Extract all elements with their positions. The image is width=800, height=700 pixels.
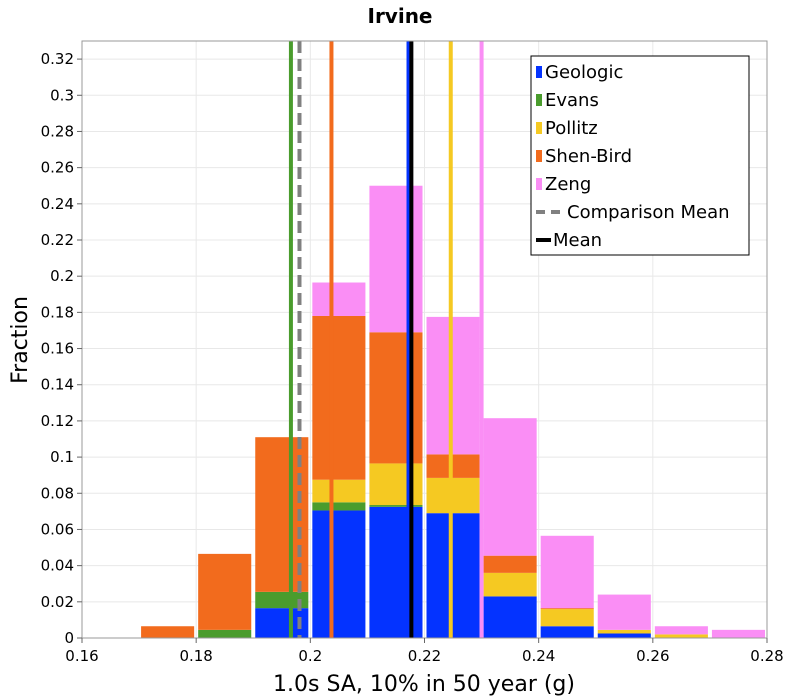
bar-pollitz-bin-5 <box>426 477 480 514</box>
bar-geologic-bin-4 <box>369 506 423 638</box>
legend-swatch-pollitz <box>536 122 542 134</box>
legend-box <box>530 55 750 256</box>
bar-shen-bird-bin-6 <box>483 555 537 573</box>
y-tick-label: 0.08 <box>41 484 74 502</box>
bar-geologic-bin-8 <box>597 633 651 638</box>
bar-pollitz-bin-7 <box>540 609 594 627</box>
legend-swatch-geologic <box>536 66 542 78</box>
y-tick-label: 0.04 <box>41 557 74 575</box>
bar-shen-bird-bin-3 <box>312 315 366 480</box>
legend-swatch-evans <box>536 94 542 106</box>
x-tick-label: 0.22 <box>408 647 441 665</box>
y-tick-label: 0.02 <box>41 593 74 611</box>
x-axis-ticks: 0.16 0.18 0.2 0.22 0.24 0.26 0.28 <box>65 638 784 665</box>
y-tick-label: 0.06 <box>41 520 74 538</box>
legend-label-zeng: Zeng <box>545 174 591 195</box>
bar-pollitz-bin-8 <box>597 629 651 634</box>
bar-zeng-bin-5 <box>426 316 480 455</box>
x-tick-label: 0.26 <box>636 647 669 665</box>
bar-zeng-bin-4 <box>369 185 423 333</box>
bar-evans-bin-3 <box>312 502 366 511</box>
chart-title: Irvine <box>368 4 433 28</box>
bar-geologic-bin-7 <box>540 626 594 638</box>
mean-lines-group <box>288 41 484 638</box>
bar-shen-bird-bin-0 <box>141 626 195 638</box>
bar-pollitz-bin-4 <box>369 463 423 506</box>
bar-zeng-bin-8 <box>597 594 651 630</box>
bar-pollitz-bin-3 <box>312 479 366 503</box>
legend-label-shen-bird: Shen-Bird <box>545 146 632 167</box>
bar-shen-bird-bin-1 <box>198 553 252 630</box>
bar-zeng-bin-6 <box>483 418 537 556</box>
bar-evans-bin-4 <box>369 505 423 507</box>
bar-evans-bin-2 <box>255 591 309 609</box>
legend-label-pollitz: Pollitz <box>545 118 598 139</box>
y-tick-label: 0.16 <box>41 340 74 358</box>
bar-geologic-bin-6 <box>483 596 537 638</box>
y-tick-label: 0.12 <box>41 412 74 430</box>
y-tick-label: 0.32 <box>41 50 74 68</box>
legend-label-mean: Mean <box>553 230 602 251</box>
y-tick-label: 0.24 <box>41 195 74 213</box>
x-tick-label: 0.28 <box>750 647 783 665</box>
bar-pollitz-bin-6 <box>483 572 537 597</box>
y-tick-label: 0.2 <box>50 267 74 285</box>
y-tick-label: 0.26 <box>41 159 74 177</box>
y-tick-label: 0.18 <box>41 303 74 321</box>
bar-shen-bird-bin-4 <box>369 332 423 464</box>
x-tick-label: 0.16 <box>65 647 98 665</box>
bar-zeng-bin-7 <box>540 535 594 609</box>
bar-zeng-bin-3 <box>312 282 366 316</box>
bar-shen-bird-bin-7 <box>540 608 594 610</box>
bar-geologic-bin-3 <box>312 510 366 638</box>
y-axis-label: Fraction <box>8 296 33 384</box>
x-tick-label: 0.18 <box>179 647 212 665</box>
bar-zeng-bin-9 <box>654 626 708 635</box>
bar-zeng-bin-10 <box>711 629 765 638</box>
y-tick-label: 0.14 <box>41 376 74 394</box>
bar-geologic-bin-5 <box>426 513 480 638</box>
bar-pollitz-bin-9 <box>654 634 708 638</box>
legend-swatch-zeng <box>536 178 542 190</box>
legend: Geologic Evans Pollitz Shen-Bird Zeng Compari… <box>530 55 750 256</box>
y-tick-label: 0.3 <box>50 86 74 104</box>
x-tick-label: 0.24 <box>522 647 555 665</box>
bar-evans-bin-1 <box>198 629 252 638</box>
bar-shen-bird-bin-5 <box>426 454 480 478</box>
legend-label-evans: Evans <box>545 90 599 111</box>
y-tick-label: 0.28 <box>41 122 74 140</box>
y-tick-label: 0 <box>64 629 74 647</box>
legend-swatch-shen-bird <box>536 150 542 162</box>
y-tick-label: 0.1 <box>50 448 74 466</box>
legend-label-geologic: Geologic <box>545 62 623 83</box>
x-tick-label: 0.2 <box>298 647 322 665</box>
x-axis-label: 1.0s SA, 10% in 50 year (g) <box>273 672 575 697</box>
y-axis-ticks: 0 0.02 0.04 0.06 0.08 0.1 0.12 0.14 0.16 0.18 0.2 0… <box>41 50 82 647</box>
legend-label-comparison-mean: Comparison Mean <box>567 202 730 223</box>
y-tick-label: 0.22 <box>41 231 74 249</box>
